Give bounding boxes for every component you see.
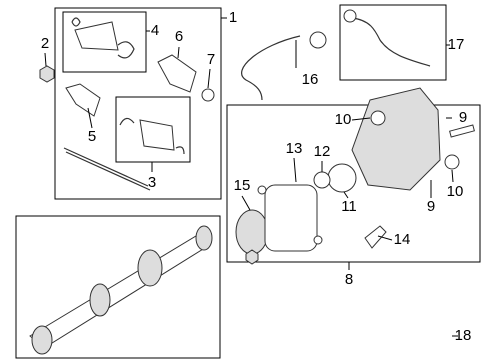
- box-17: [339, 4, 447, 81]
- callout-number: 9: [427, 198, 435, 215]
- diff-housing: [351, 87, 441, 191]
- ring-12: [313, 171, 331, 189]
- box-1: [54, 7, 222, 200]
- flange: [31, 325, 53, 355]
- group-boxes: [15, 4, 481, 359]
- callout-number: 1: [229, 9, 237, 26]
- callout-number: 7: [207, 51, 215, 68]
- leader-line: [351, 117, 371, 121]
- callout-number: 16: [302, 71, 319, 88]
- ring-7: [201, 88, 215, 102]
- leader-line: [241, 195, 251, 211]
- callout-number: 3: [148, 174, 156, 191]
- inner-joint: [65, 83, 101, 117]
- axle-shaft: [63, 147, 151, 191]
- callout-number: 13: [286, 140, 303, 157]
- callout-number: 15: [234, 177, 251, 194]
- clamps-2: [119, 117, 185, 155]
- callout-number: 6: [175, 28, 183, 45]
- valve: [309, 31, 327, 49]
- breather-hose: [241, 35, 301, 101]
- leader-line: [377, 235, 393, 241]
- callout-number: 4: [151, 22, 159, 39]
- joint: [89, 283, 111, 317]
- box-3: [115, 96, 191, 163]
- motor-cover: [235, 209, 269, 255]
- boot-2: [139, 119, 175, 151]
- propeller-shaft: [29, 235, 209, 349]
- callout-number: 5: [88, 128, 96, 145]
- stud: [449, 124, 475, 138]
- leader-line: [207, 68, 211, 89]
- callout-number: 12: [314, 143, 331, 160]
- callout-number: 10: [335, 111, 352, 128]
- bolt: [257, 185, 267, 195]
- seal-10b: [444, 154, 460, 170]
- callout-number: 10: [447, 183, 464, 200]
- callout-number: 14: [394, 231, 411, 248]
- part-drawings: [29, 9, 475, 355]
- box-4: [62, 11, 147, 73]
- callout-number: 18: [455, 327, 472, 344]
- center-bearing: [137, 249, 163, 287]
- callout-number: 11: [341, 198, 357, 215]
- callout-number: 8: [345, 271, 353, 288]
- leader-line: [343, 191, 349, 199]
- nut-2: [245, 249, 259, 265]
- clamps: [71, 17, 135, 59]
- seal-10: [370, 110, 386, 126]
- leader-line: [44, 52, 47, 67]
- leader-line: [451, 169, 454, 183]
- bolt: [313, 235, 323, 245]
- motor-body: [264, 184, 318, 252]
- callout-number: 17: [448, 36, 465, 53]
- bracket-14: [364, 225, 387, 249]
- flange-2: [195, 225, 213, 251]
- cv-joint: [157, 54, 197, 93]
- nut: [39, 65, 55, 83]
- leader-line: [293, 157, 297, 183]
- gasket-11: [327, 163, 357, 193]
- callout-number: 9: [459, 109, 467, 126]
- callout-number: 2: [41, 35, 49, 52]
- leader-line: [177, 46, 180, 59]
- boot: [74, 21, 119, 51]
- hose-17: [351, 17, 431, 67]
- leader-line: [87, 107, 93, 129]
- box-8: [226, 104, 481, 263]
- fitting: [343, 9, 357, 23]
- box-18: [15, 215, 221, 359]
